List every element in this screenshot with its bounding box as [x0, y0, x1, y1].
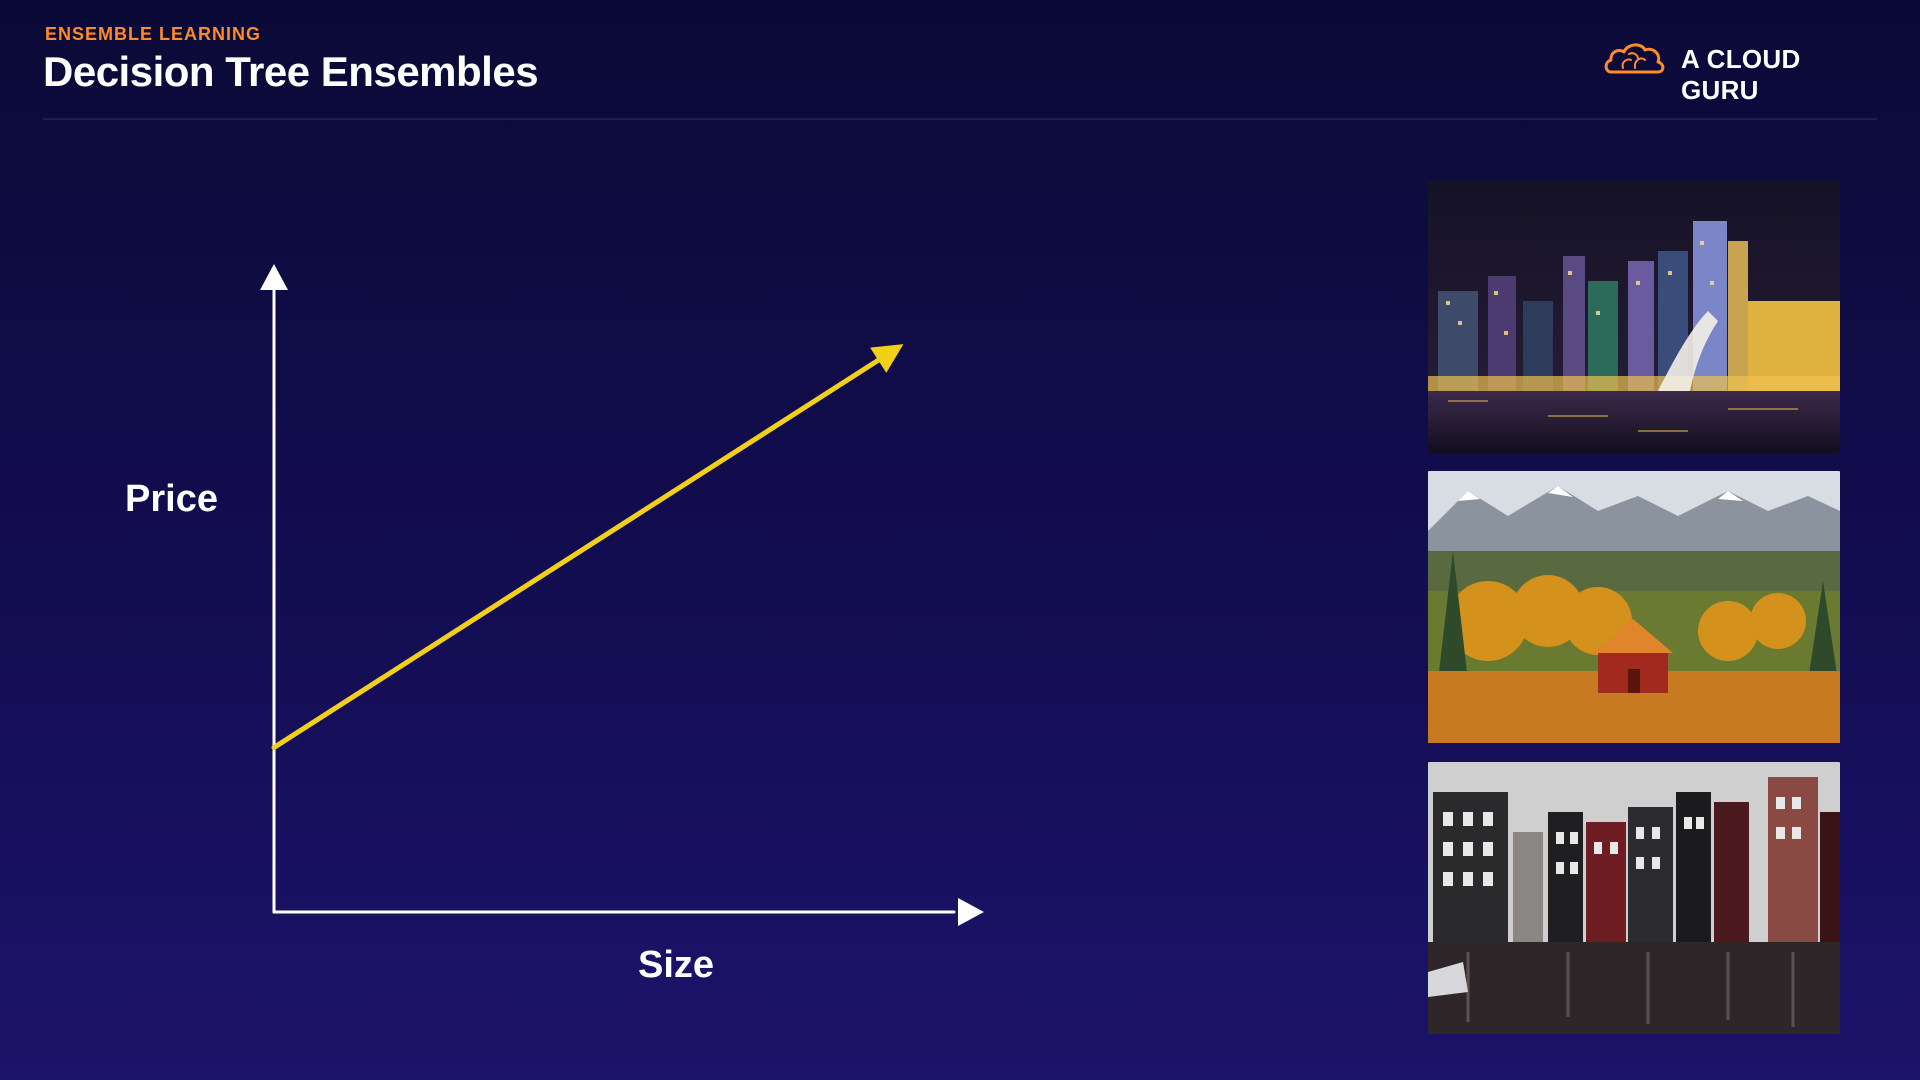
photo-canal-houses: [1428, 762, 1840, 1034]
section-eyebrow: ENSEMBLE LEARNING: [45, 24, 262, 44]
x-axis-arrowhead: [958, 898, 984, 926]
trend-line-arrowhead: [870, 344, 904, 373]
brand: A CLOUD GURU: [1603, 36, 1883, 105]
price-size-chart: Price Size: [125, 264, 984, 986]
brand-name: A CLOUD GURU: [1681, 44, 1801, 105]
y-axis-arrowhead: [260, 264, 288, 290]
photo-mountain-cabin: [1428, 471, 1840, 743]
slide-title: Decision Tree Ensembles: [43, 48, 539, 95]
photo-city-skyline: [1428, 181, 1840, 453]
y-axis-label: Price: [125, 478, 218, 520]
trend-line: [271, 350, 893, 750]
cloud-logo-icon: [1604, 43, 1665, 74]
x-axis-label: Size: [638, 944, 715, 986]
header-divider: [43, 118, 1877, 120]
slide-header: ENSEMBLE LEARNING Decision Tree Ensemble…: [43, 0, 1877, 120]
chart-canvas: [260, 264, 984, 926]
